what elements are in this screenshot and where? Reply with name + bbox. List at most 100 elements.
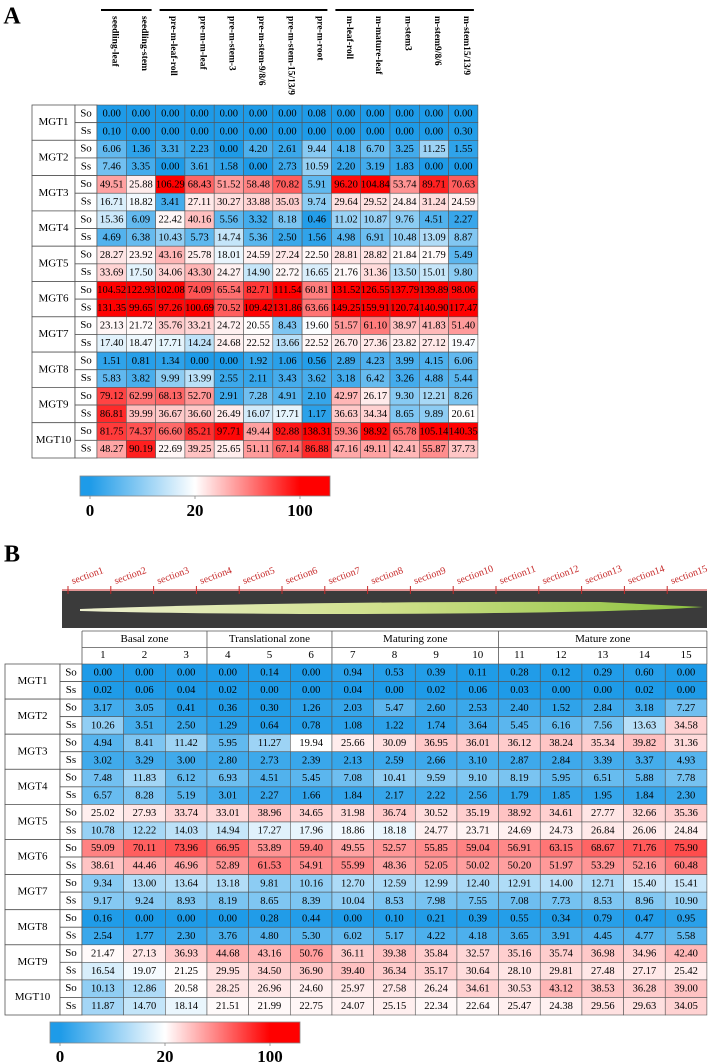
cell-label: 4.77	[635, 931, 653, 942]
cell-label: 0.00	[278, 109, 296, 120]
cell-label: 27.58	[383, 984, 407, 995]
section-label: section7	[327, 565, 362, 587]
cell-label: 0.21	[427, 913, 445, 924]
cell-label: 42.97	[334, 391, 358, 402]
cell-label: 0.28	[510, 668, 528, 679]
cell-label: 3.02	[94, 755, 112, 766]
cell-label: 1.51	[102, 356, 120, 367]
cell-label: 8.26	[454, 391, 472, 402]
cell-label: 0.64	[260, 720, 279, 731]
cell-label: 0.00	[337, 109, 355, 120]
section-label: section14	[626, 564, 666, 587]
cell-label: 68.67	[591, 843, 615, 854]
cell-label: 0.39	[469, 913, 487, 924]
cell-label: 3.35	[132, 162, 150, 173]
cell-label: 16.71	[100, 197, 124, 208]
cell-label: 2.84	[594, 703, 613, 714]
cell-label: 8.53	[385, 896, 403, 907]
subrow-label: So	[65, 912, 77, 924]
cell-label: 24.68	[217, 338, 241, 349]
cell-label: 92.88	[276, 426, 300, 437]
cell-label: 18.86	[341, 826, 365, 837]
subrow-label: So	[65, 772, 77, 784]
cell-label: 0.10	[385, 913, 403, 924]
colorbar-label: 100	[287, 501, 313, 520]
cell-label: 21.76	[334, 268, 358, 279]
cell-label: 9.10	[469, 773, 487, 784]
cell-label: 24.60	[299, 984, 323, 995]
subrow-label: Ss	[66, 1000, 76, 1012]
cell-label: 8.53	[594, 896, 612, 907]
cell-label: 1.22	[385, 720, 403, 731]
cell-label: 50.20	[508, 861, 532, 872]
colorbar	[79, 475, 331, 497]
subrow-label: So	[80, 178, 92, 190]
cell-label: 7.28	[249, 391, 267, 402]
column-header: seedling-leaf	[109, 16, 119, 67]
subrow-label: Ss	[66, 789, 76, 801]
cell-label: 0.00	[190, 126, 208, 137]
cell-label: 0.00	[677, 685, 695, 696]
cell-label: 5.45	[302, 773, 320, 784]
heat-cell	[664, 997, 708, 1016]
cell-label: 56.91	[508, 843, 532, 854]
cell-label: 22.75	[299, 1001, 323, 1012]
gene-cell	[31, 422, 76, 459]
heat-cell	[448, 440, 479, 459]
cell-label: 5.44	[454, 373, 473, 384]
gene-cell	[31, 351, 76, 388]
row-label: MGT8	[39, 363, 69, 375]
cell-label: 0.00	[249, 109, 267, 120]
row-label: MGT9	[18, 956, 48, 968]
cell-label: 4.51	[260, 773, 278, 784]
column-number: 8	[392, 649, 398, 661]
cell-label: 35.36	[674, 808, 698, 819]
cell-label: 8.43	[278, 321, 296, 332]
cell-label: 3.91	[552, 931, 570, 942]
cell-label: 0.00	[366, 126, 384, 137]
cell-label: 4.15	[425, 356, 443, 367]
cell-label: 1.83	[395, 162, 413, 173]
cell-label: 8.41	[135, 738, 153, 749]
cell-label: 12.71	[591, 878, 615, 889]
cell-label: 28.82	[364, 250, 388, 261]
cell-label: 26.49	[217, 409, 241, 420]
cell-label: 22.69	[158, 444, 182, 455]
cell-label: 89.71	[422, 179, 446, 190]
cell-label: 27.48	[591, 966, 615, 977]
row-label: MGT3	[39, 187, 69, 199]
cell-label: 17.50	[129, 268, 153, 279]
cell-label: 49.55	[341, 843, 365, 854]
cell-label: 2.73	[278, 162, 296, 173]
cell-label: 2.91	[220, 391, 238, 402]
row-label: MGT5	[39, 257, 69, 269]
cell-label: 38.96	[258, 808, 282, 819]
cell-label: 36.12	[508, 738, 532, 749]
cell-label: 35.03	[276, 197, 300, 208]
cell-label: 55.99	[341, 861, 365, 872]
cell-label: 59.04	[466, 843, 490, 854]
cell-label: 137.79	[390, 285, 419, 296]
cell-label: 21.47	[91, 948, 115, 959]
column-header: m-stem15/13/9	[461, 16, 471, 75]
cell-label: 1.29	[219, 720, 237, 731]
cell-label: 15.36	[100, 215, 124, 226]
cell-label: 51.52	[217, 179, 241, 190]
cell-label: 0.00	[132, 109, 150, 120]
cell-label: 19.94	[299, 738, 323, 749]
row-label: MGT9	[39, 399, 69, 411]
cell-label: 39.82	[633, 738, 657, 749]
cell-label: 59.40	[299, 843, 323, 854]
cell-label: 22.52	[246, 338, 270, 349]
row-label: MGT6	[18, 851, 48, 863]
row-label: MGT7	[18, 886, 48, 898]
cell-label: 2.17	[385, 791, 403, 802]
colorbar-label: 20	[157, 1047, 174, 1064]
section-label: section10	[455, 564, 495, 587]
cell-label: 18.14	[174, 1001, 198, 1012]
cell-label: 0.00	[102, 109, 120, 120]
cell-label: 5.91	[308, 179, 326, 190]
cell-label: 8.18	[278, 215, 296, 226]
cell-label: 0.00	[425, 162, 443, 173]
cell-label: 28.81	[334, 250, 358, 261]
